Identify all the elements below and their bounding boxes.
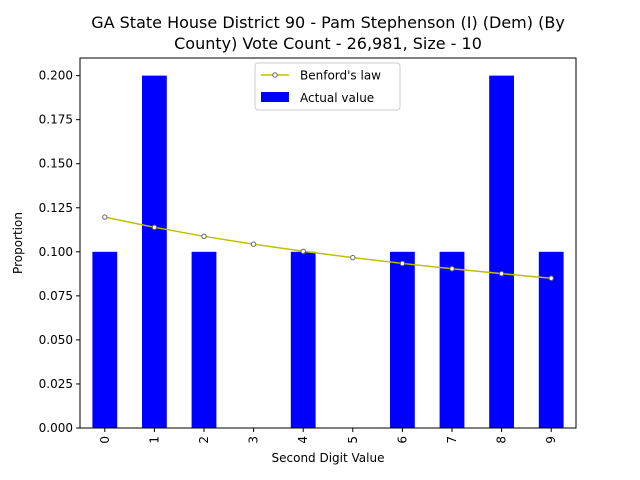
legend-label-actual: Actual value xyxy=(300,91,374,105)
legend-swatch-actual xyxy=(261,92,289,102)
bar-series xyxy=(92,75,564,428)
legend-label-benford: Benford's law xyxy=(300,69,381,83)
bar-0 xyxy=(92,251,118,428)
legend-frame xyxy=(254,62,401,111)
y-tick-label: 0.100 xyxy=(39,245,73,259)
benford-point-2 xyxy=(201,233,207,240)
y-tick-label: 0.050 xyxy=(39,333,73,347)
bar-1 xyxy=(142,75,167,428)
bar-8 xyxy=(489,75,514,428)
x-tick-label: 0 xyxy=(98,436,112,444)
line-series xyxy=(102,214,554,281)
x-tick-label: 1 xyxy=(147,436,161,444)
legend-marker-benford xyxy=(272,72,278,78)
y-tick-label: 0.000 xyxy=(39,421,73,435)
x-tick-label: 5 xyxy=(346,436,360,444)
bar-4 xyxy=(290,251,316,428)
y-tick-label: 0.075 xyxy=(39,289,73,303)
plot-area-frame xyxy=(79,57,577,429)
x-axis-label: Second Digit Value xyxy=(272,451,385,465)
bar-6 xyxy=(390,251,415,428)
chart-title-line2: County) Vote Count - 26,981, Size - 10 xyxy=(174,34,482,53)
benford-line xyxy=(104,216,552,279)
benford-point-1 xyxy=(151,224,158,231)
y-tick-label: 0.125 xyxy=(39,201,73,215)
benford-point-7 xyxy=(449,266,455,272)
x-tick-label: 2 xyxy=(197,436,211,444)
x-tick-label: 8 xyxy=(495,436,509,444)
benford-point-5 xyxy=(350,254,356,261)
bar-2 xyxy=(191,251,217,428)
benford-point-8 xyxy=(498,270,505,277)
x-tick-label: 9 xyxy=(544,436,558,444)
benford-point-0 xyxy=(102,214,108,220)
x-axis: 0 1 2 3 4 5 6 7 8 9 xyxy=(98,428,558,444)
y-axis-label: Proportion xyxy=(11,212,25,274)
y-tick-label: 0.150 xyxy=(39,157,73,171)
y-tick-label: 0.025 xyxy=(39,377,73,391)
y-tick-label: 0.200 xyxy=(39,69,73,83)
legend: Benford's law Actual value xyxy=(254,62,401,111)
x-tick-label: 7 xyxy=(445,436,459,444)
benford-point-9 xyxy=(548,275,554,281)
benford-point-3 xyxy=(250,241,257,247)
bar-9 xyxy=(538,251,564,428)
benford-point-6 xyxy=(399,260,406,267)
chart-title-line1: GA State House District 90 - Pam Stephen… xyxy=(91,13,565,32)
x-tick-label: 3 xyxy=(247,436,261,444)
x-tick-label: 6 xyxy=(395,436,409,444)
y-axis: 0.000 0.025 0.050 0.075 0.100 0.125 0.150 0.175… xyxy=(39,69,80,435)
benford-point-4 xyxy=(300,248,306,254)
y-tick-label: 0.175 xyxy=(39,113,73,127)
bar-7 xyxy=(439,251,465,428)
x-tick-label: 4 xyxy=(296,436,310,444)
